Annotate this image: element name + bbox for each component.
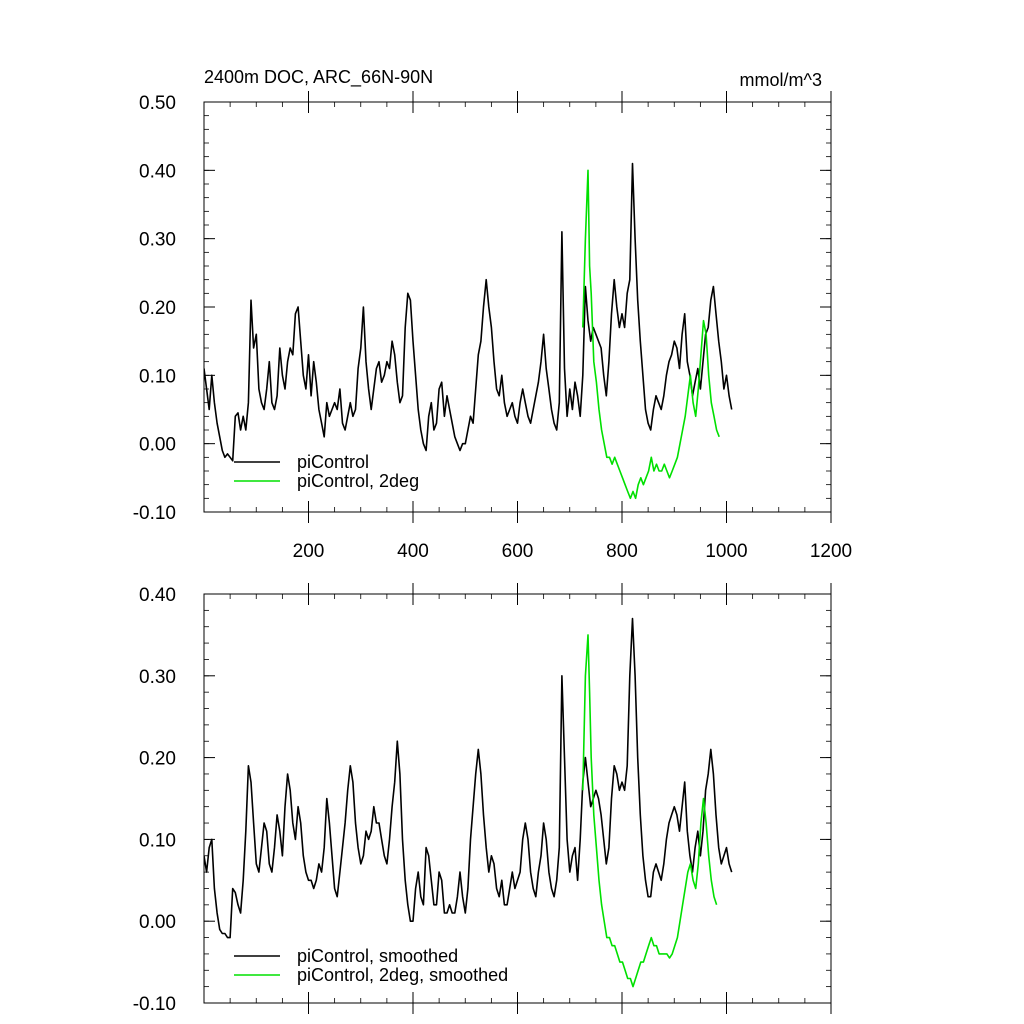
chart-title: 2400m DOC, ARC_66N-90N xyxy=(204,67,433,88)
top-series-line-1 xyxy=(582,169,720,500)
bottom-y-tick-label: 0.40 xyxy=(139,585,176,606)
top-x-tick-label: 1200 xyxy=(810,541,852,562)
bottom-y-tick-label: -0.10 xyxy=(133,994,176,1015)
top-x-tick-label: 800 xyxy=(606,541,638,562)
top-series-line-0 xyxy=(204,162,733,462)
bottom-plot-frame xyxy=(203,593,832,1004)
bottom-series-line-0 xyxy=(204,617,733,939)
bottom-series-line-1 xyxy=(582,634,718,988)
bottom-y-tick-label: 0.30 xyxy=(139,667,176,688)
units-label: mmol/m^3 xyxy=(740,70,822,90)
top-y-tick-label: 0.40 xyxy=(139,161,176,182)
bottom-legend-label-0: piControl, smoothed xyxy=(297,946,458,966)
top-x-tick-label: 1000 xyxy=(705,541,747,562)
top-panel: -0.10 0.00 0.10 0.20 0.30 0.40 0.50 200 400 600 80… xyxy=(133,91,852,562)
bottom-y-tick-label: 0.20 xyxy=(139,749,176,770)
top-y-tick-label: -0.10 xyxy=(133,503,176,524)
top-x-tick-label: 600 xyxy=(502,541,534,562)
top-legend-label-1: piControl, 2deg xyxy=(297,471,419,491)
bottom-y-tick-label: 0.10 xyxy=(139,830,176,851)
bottom-legend-label-1: piControl, 2deg, smoothed xyxy=(297,965,508,985)
top-legend-label-0: piControl xyxy=(297,452,369,472)
top-y-tick-label: 0.10 xyxy=(139,366,176,387)
top-y-tick-label: 0.30 xyxy=(139,230,176,251)
bottom-panel: -0.10 0.00 0.10 0.20 0.30 0.40 piControl, smoo… xyxy=(133,583,832,1015)
top-y-tick-label: 0.20 xyxy=(139,298,176,319)
top-x-tick-label: 400 xyxy=(397,541,429,562)
top-x-tick-label: 200 xyxy=(293,541,325,562)
top-y-tick-label: 0.00 xyxy=(139,435,176,456)
top-y-tick-label: 0.50 xyxy=(139,93,176,114)
bottom-y-tick-label: 0.00 xyxy=(139,912,176,933)
